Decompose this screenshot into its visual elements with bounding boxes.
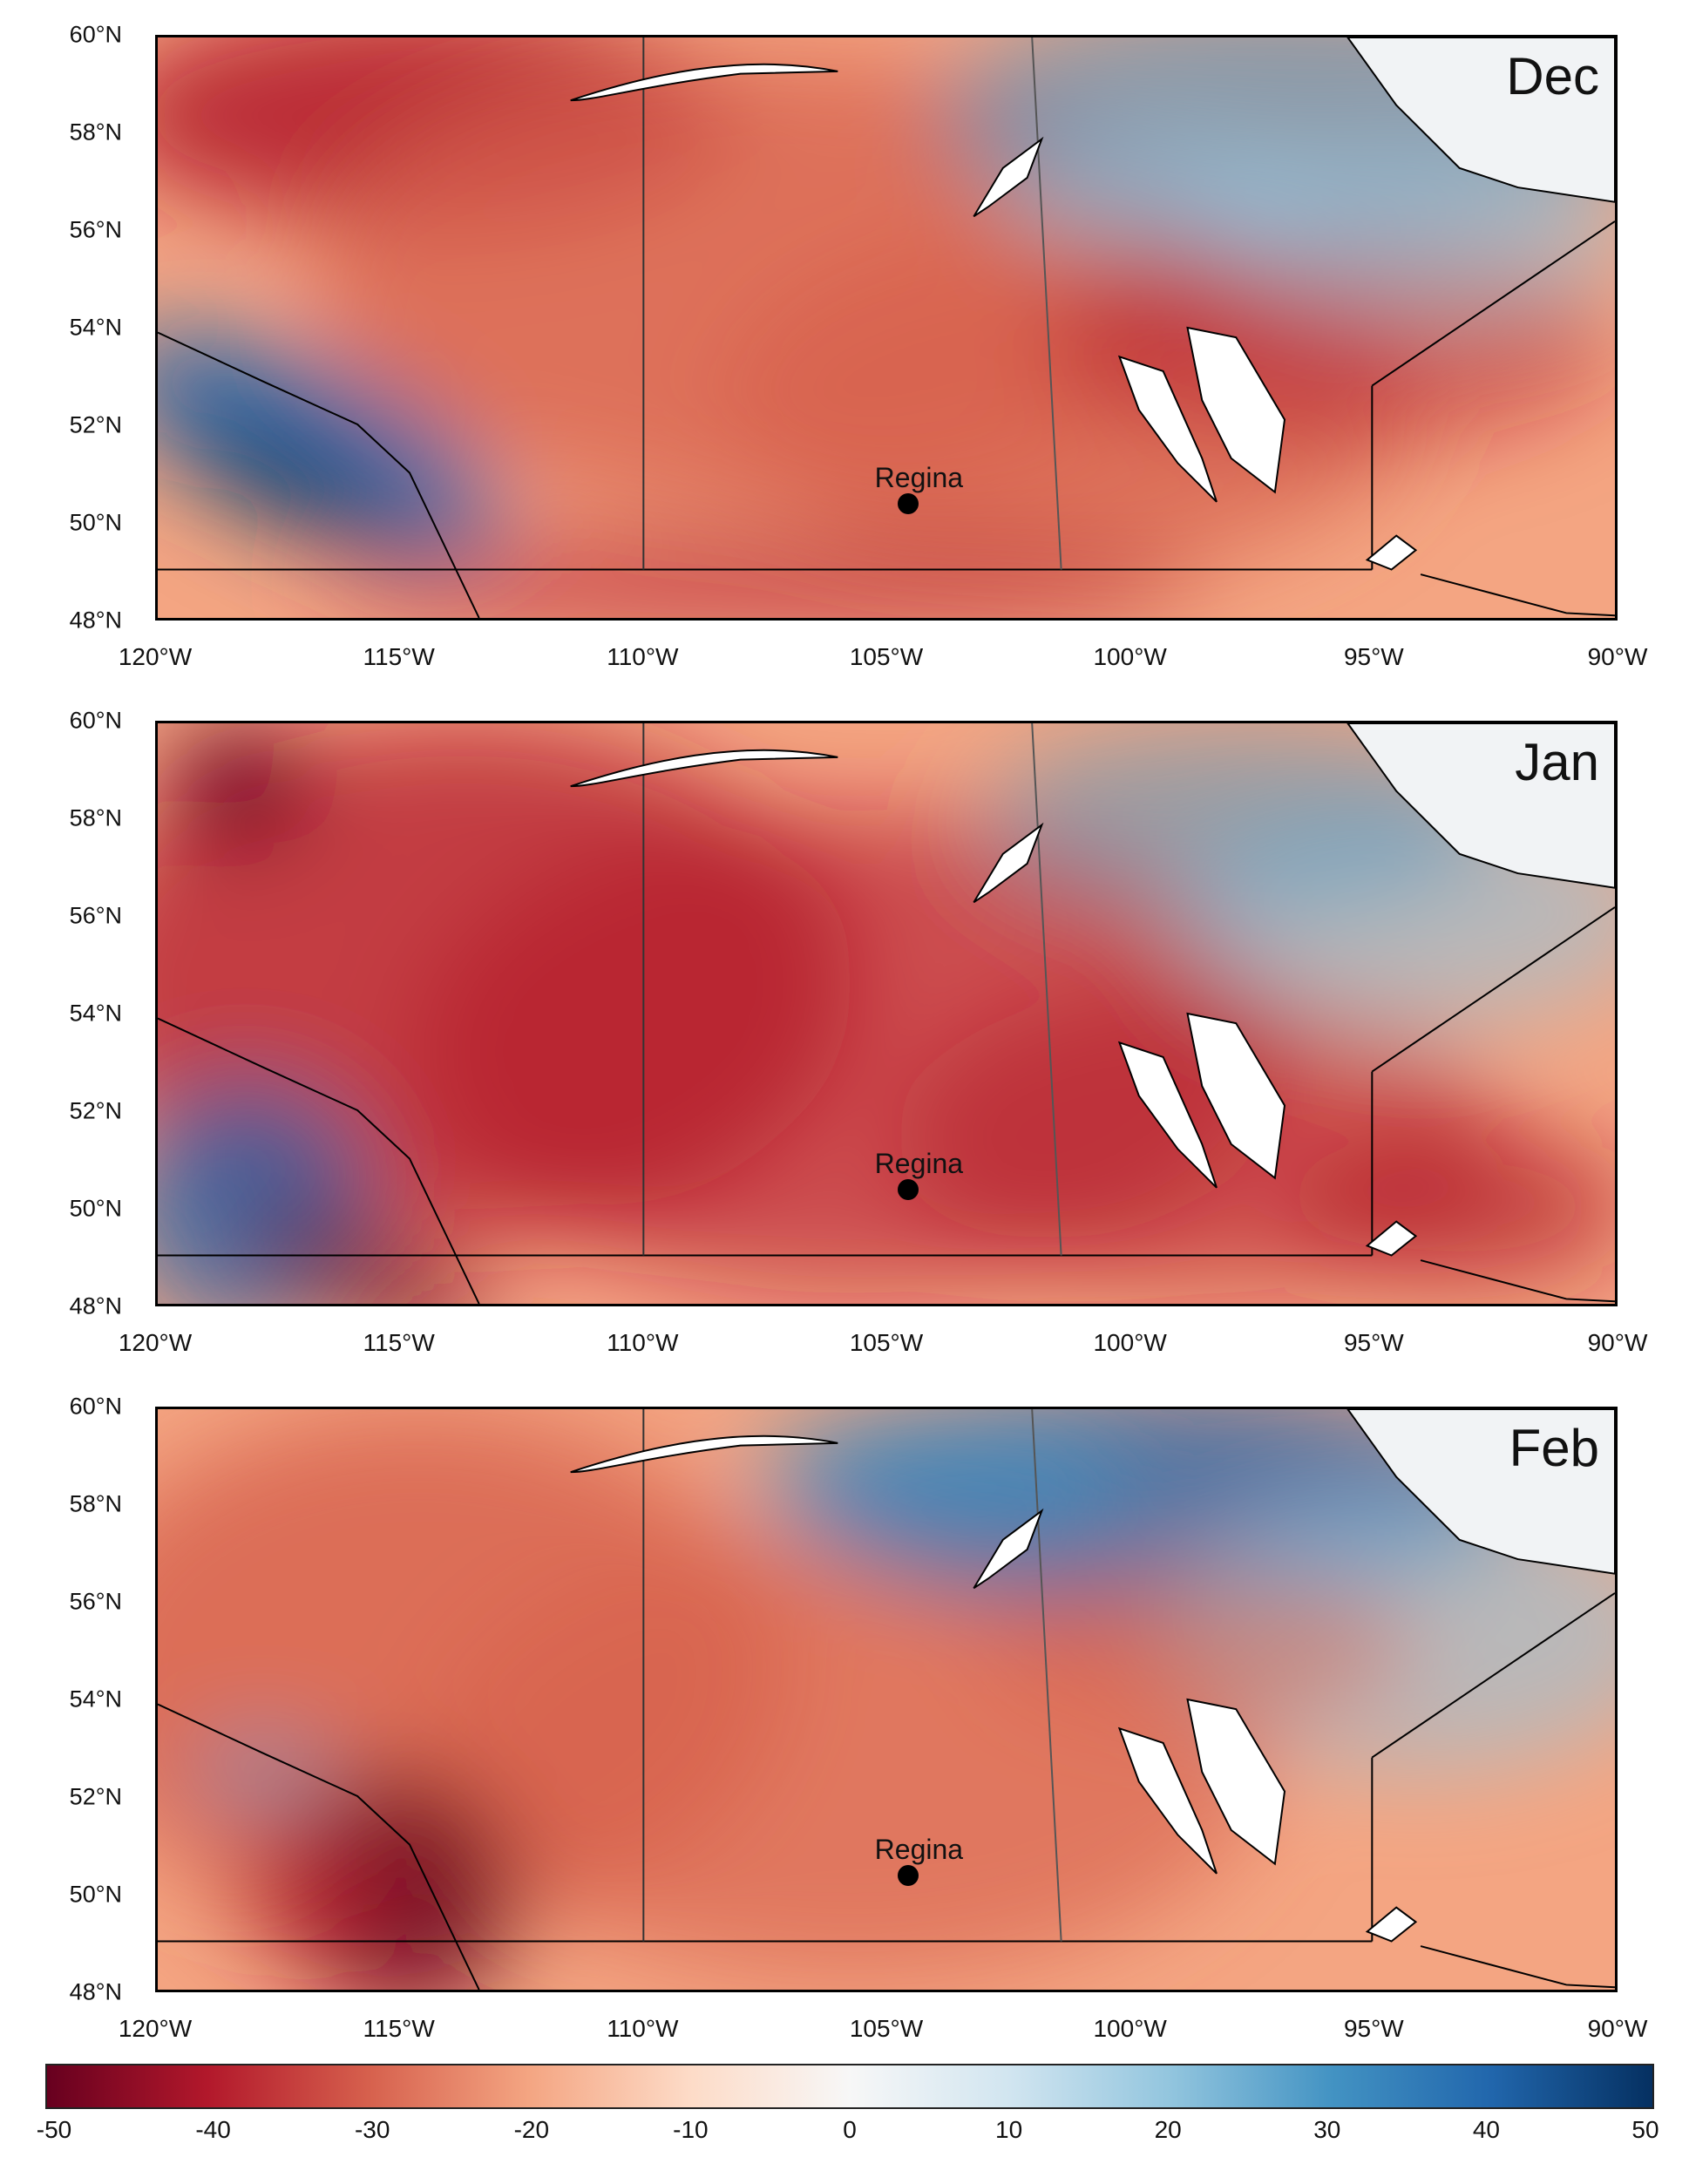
regina-label: Regina [874, 461, 964, 493]
colorbar-tick-label: -10 [673, 2116, 709, 2143]
month-label: Jan [1515, 733, 1599, 791]
lon-tick-label: 120°W [118, 643, 193, 670]
lon-tick-label: 95°W [1343, 643, 1404, 670]
lat-tick-label: 52°N [69, 1097, 122, 1124]
colorbar-tick-label: -40 [195, 2116, 231, 2143]
anomaly-field [158, 37, 1615, 618]
lat-tick-label: 48°N [69, 1292, 122, 1319]
lat-tick-label: 60°N [69, 1393, 122, 1420]
lon-tick-label: 105°W [849, 2015, 924, 2042]
colorbar-tick-label: -50 [36, 2116, 72, 2143]
regina-marker [898, 1178, 919, 1200]
lat-tick-label: 50°N [69, 1881, 122, 1908]
lon-tick-label: 115°W [363, 2015, 435, 2042]
lon-tick-label: 115°W [363, 1329, 435, 1356]
regina-marker [898, 1864, 919, 1886]
lon-tick-label: 110°W [607, 1329, 679, 1356]
lat-tick-label: 50°N [69, 509, 122, 536]
colorbar-tick-label: 20 [1154, 2116, 1182, 2143]
regina-marker [898, 492, 919, 514]
lon-tick-label: 100°W [1093, 643, 1167, 670]
map-panel-feb: Feb Regina 60°N 58°N 56°N 54°N 52°N 50°N 48°N 120… [0, 1394, 1689, 2095]
anomaly-field [158, 723, 1615, 1304]
regina-label: Regina [874, 1833, 964, 1865]
lon-tick-label: 110°W [607, 643, 679, 670]
colorbar-tick-label: -30 [354, 2116, 390, 2143]
lon-tick-label: 105°W [849, 643, 924, 670]
lat-tick-label: 50°N [69, 1195, 122, 1222]
lat-tick-label: 56°N [69, 902, 122, 929]
lat-tick-label: 56°N [69, 1588, 122, 1615]
lon-tick-label: 90°W [1587, 643, 1648, 670]
lat-tick-label: 58°N [69, 119, 122, 146]
map-plot-area: Feb Regina [155, 1407, 1618, 1992]
colorbar-tick-label: -20 [513, 2116, 550, 2143]
lon-tick-label: 90°W [1587, 1329, 1648, 1356]
lon-tick-label: 120°W [118, 1329, 193, 1356]
lon-tick-label: 100°W [1093, 1329, 1167, 1356]
lat-tick-label: 48°N [69, 1978, 122, 2005]
colorbar-tick-label: 30 [1313, 2116, 1341, 2143]
lat-tick-label: 60°N [69, 21, 122, 48]
lat-tick-label: 60°N [69, 707, 122, 734]
lon-tick-label: 100°W [1093, 2015, 1167, 2042]
lat-tick-label: 54°N [69, 1000, 122, 1027]
lat-tick-label: 58°N [69, 1490, 122, 1517]
lat-tick-label: 48°N [69, 607, 122, 634]
colorbar-tick-label: 50 [1631, 2116, 1659, 2143]
lon-tick-label: 115°W [363, 643, 435, 670]
lat-tick-label: 54°N [69, 1685, 122, 1713]
lon-tick-label: 95°W [1343, 2015, 1404, 2042]
map-panel-jan: Jan Regina 60°N 58°N 56°N 54°N 52°N 50°N 48°N 120… [0, 708, 1689, 1409]
colorbar-tick-label: 40 [1472, 2116, 1500, 2143]
map-panel-dec: Dec Regina 60°N 58°N 56°N 54°N 52°N 50°N 48°N 120… [0, 22, 1689, 723]
lon-tick-label: 105°W [849, 1329, 924, 1356]
lat-tick-label: 52°N [69, 1783, 122, 1810]
colorbar-tick-label: 0 [843, 2116, 857, 2143]
lon-tick-label: 95°W [1343, 1329, 1404, 1356]
lat-tick-label: 58°N [69, 804, 122, 831]
lat-tick-label: 54°N [69, 314, 122, 341]
colorbar [45, 2064, 1654, 2109]
lon-tick-label: 110°W [607, 2015, 679, 2042]
month-label: Feb [1509, 1419, 1599, 1477]
map-plot-area: Jan Regina [155, 721, 1618, 1306]
lon-tick-label: 120°W [118, 2015, 193, 2042]
month-label: Dec [1506, 47, 1599, 105]
regina-label: Regina [874, 1147, 964, 1179]
anomaly-field [158, 1409, 1615, 1990]
lon-tick-label: 90°W [1587, 2015, 1648, 2042]
map-plot-area: Dec Regina [155, 35, 1618, 621]
lat-tick-label: 52°N [69, 411, 122, 438]
lat-tick-label: 56°N [69, 216, 122, 243]
colorbar-tick-label: 10 [995, 2116, 1023, 2143]
